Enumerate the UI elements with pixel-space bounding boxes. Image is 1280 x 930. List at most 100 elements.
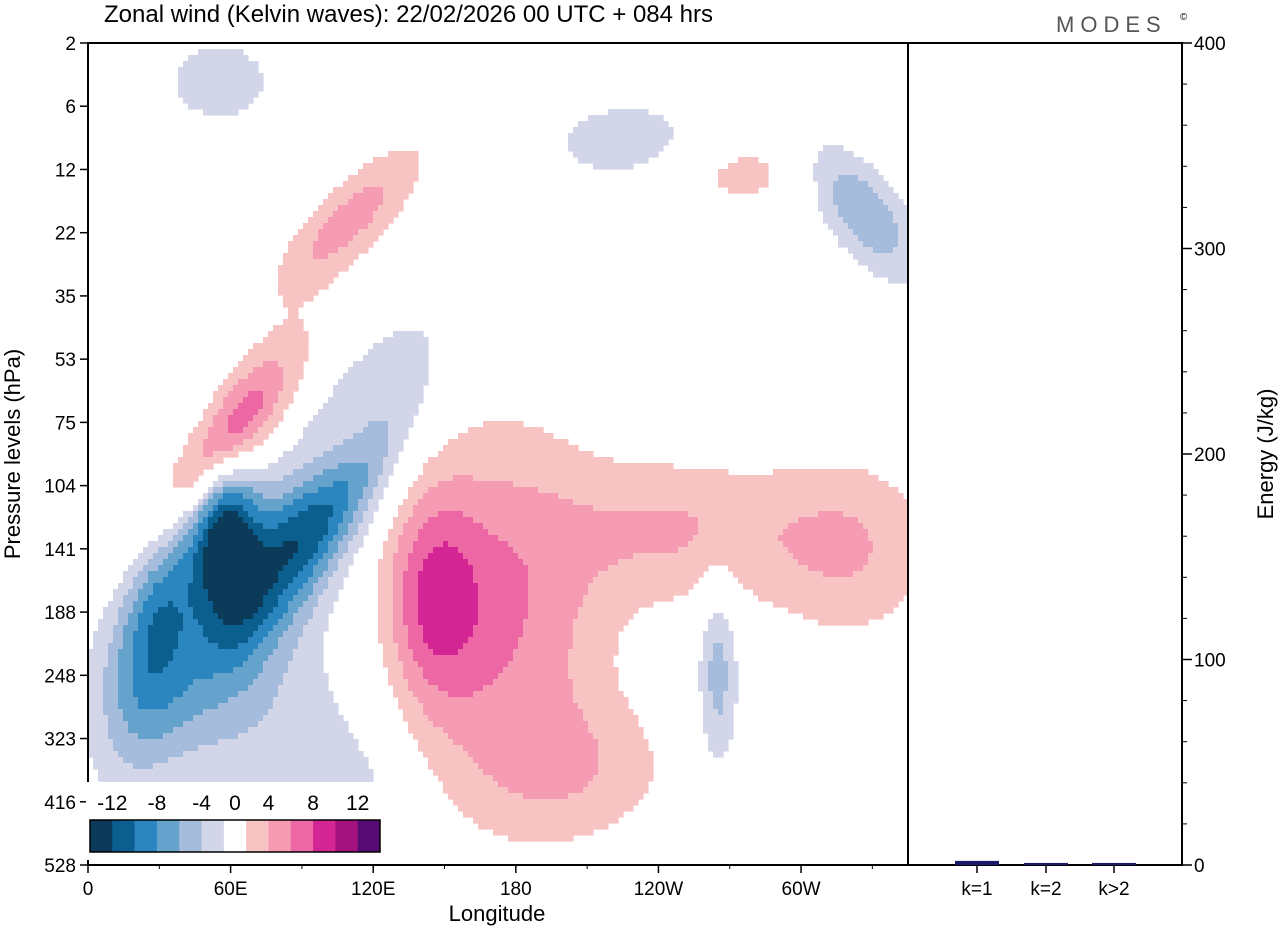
- field-cell: [598, 499, 604, 506]
- field-cell: [373, 499, 379, 506]
- field-cell: [653, 145, 659, 152]
- field-cell: [218, 481, 224, 488]
- field-cell: [528, 547, 534, 554]
- field-cell: [798, 547, 804, 554]
- field-cell: [178, 517, 184, 524]
- field-cell: [248, 349, 254, 356]
- field-cell: [868, 589, 874, 596]
- field-cell: [843, 583, 849, 590]
- field-cell: [608, 157, 614, 164]
- field-cell: [893, 517, 899, 524]
- field-cell: [688, 481, 694, 488]
- field-cell: [753, 175, 759, 182]
- field-cell: [723, 493, 729, 500]
- field-cell: [878, 223, 884, 230]
- field-cell: [678, 589, 684, 596]
- field-cell: [868, 199, 874, 206]
- field-cell: [768, 511, 774, 518]
- field-cell: [353, 511, 359, 518]
- field-cell: [213, 439, 219, 446]
- field-cell: [173, 469, 179, 476]
- field-cell: [583, 523, 589, 530]
- field-cell: [218, 457, 224, 464]
- field-cell: [788, 589, 794, 596]
- field-cell: [868, 499, 874, 506]
- field-cell: [228, 373, 234, 380]
- field-cell: [653, 469, 659, 476]
- field-cell: [493, 577, 499, 584]
- field-cell: [473, 559, 479, 566]
- field-cell: [248, 565, 254, 572]
- field-cell: [523, 589, 529, 596]
- field-cell: [323, 247, 329, 254]
- field-cell: [698, 469, 704, 476]
- field-cell: [323, 217, 329, 224]
- field-cell: [408, 385, 414, 392]
- field-cell: [338, 403, 344, 410]
- field-cell: [213, 445, 219, 452]
- field-cell: [238, 475, 244, 482]
- field-cell: [738, 493, 744, 500]
- field-cell: [378, 403, 384, 410]
- field-cell: [608, 121, 614, 128]
- field-cell: [883, 499, 889, 506]
- field-cell: [593, 553, 599, 560]
- field-cell: [673, 499, 679, 506]
- field-cell: [628, 151, 634, 158]
- field-cell: [278, 487, 284, 494]
- field-cell: [213, 529, 219, 536]
- field-cell: [503, 505, 509, 512]
- field-cell: [213, 559, 219, 566]
- field-cell: [333, 223, 339, 230]
- field-cell: [258, 583, 264, 590]
- field-cell: [763, 541, 769, 548]
- field-cell: [353, 403, 359, 410]
- field-cell: [903, 559, 909, 566]
- field-cell: [293, 595, 299, 602]
- field-cell: [843, 511, 849, 518]
- field-cell: [238, 541, 244, 548]
- field-cell: [478, 445, 484, 452]
- field-cell: [208, 97, 214, 104]
- field-cell: [518, 553, 524, 560]
- field-cell: [343, 403, 349, 410]
- field-cell: [343, 421, 349, 428]
- field-cell: [683, 541, 689, 548]
- field-cell: [733, 487, 739, 494]
- field-cell: [308, 427, 314, 434]
- field-cell: [333, 529, 339, 536]
- field-cell: [523, 559, 529, 566]
- field-cell: [648, 493, 654, 500]
- field-cell: [343, 565, 349, 572]
- field-cell: [478, 565, 484, 572]
- field-cell: [833, 223, 839, 230]
- field-cell: [448, 559, 454, 566]
- field-cell: [263, 385, 269, 392]
- field-cell: [703, 481, 709, 488]
- field-cell: [388, 217, 394, 224]
- field-cell: [668, 529, 674, 536]
- field-cell: [348, 481, 354, 488]
- field-cell: [853, 589, 859, 596]
- field-cell: [438, 481, 444, 488]
- field-cell: [408, 415, 414, 422]
- field-cell: [368, 379, 374, 386]
- field-cell: [388, 199, 394, 206]
- field-cell: [333, 589, 339, 596]
- field-cell: [238, 391, 244, 398]
- field-cell: [513, 445, 519, 452]
- field-cell: [283, 583, 289, 590]
- field-cell: [903, 223, 909, 230]
- field-cell: [573, 487, 579, 494]
- field-cell: [248, 445, 254, 452]
- field-cell: [348, 181, 354, 188]
- field-cell: [603, 565, 609, 572]
- field-cell: [198, 73, 204, 80]
- field-cell: [653, 553, 659, 560]
- field-cell: [843, 517, 849, 524]
- field-cell: [673, 529, 679, 536]
- field-cell: [273, 385, 279, 392]
- field-cell: [623, 109, 629, 116]
- field-cell: [588, 139, 594, 146]
- field-cell: [293, 451, 299, 458]
